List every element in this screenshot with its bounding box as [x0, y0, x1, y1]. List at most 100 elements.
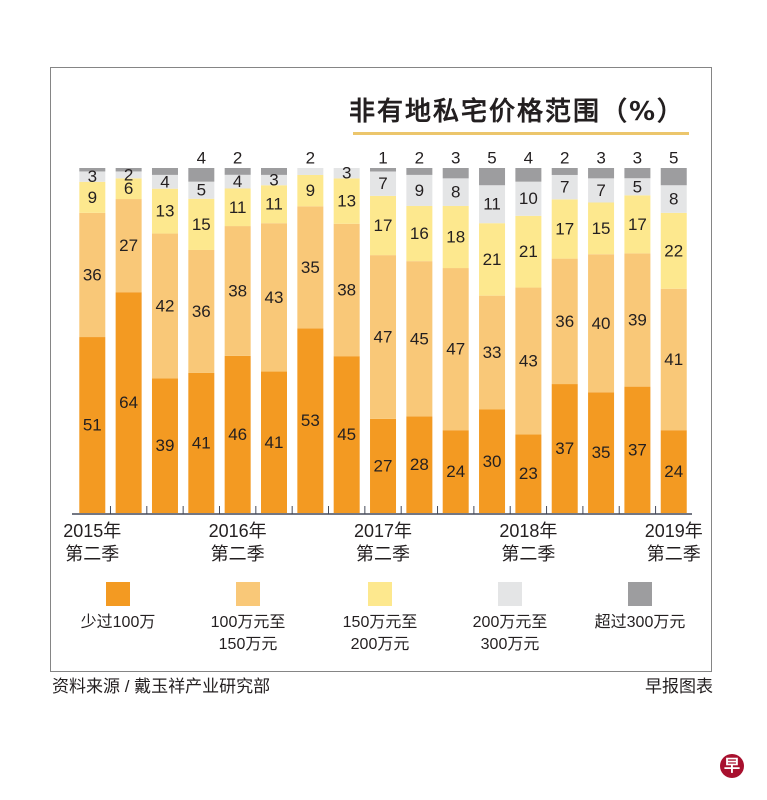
bar-value-label: 8 [451, 183, 460, 202]
bar-segment [79, 168, 106, 172]
bar-value-label: 17 [374, 216, 393, 235]
bar-segment [188, 198, 215, 250]
bar-value-label: 7 [596, 181, 605, 200]
bar-value-label: 42 [156, 297, 175, 316]
bar-segment [588, 392, 615, 513]
x-tick-label: 2015年 第二季 [47, 520, 137, 566]
bar-segment [115, 292, 142, 513]
bar-value-label: 3 [342, 164, 351, 183]
bar-value-label: 3 [451, 149, 460, 168]
bar-value-label: 41 [192, 433, 211, 452]
bar-value-label: 2 [233, 149, 242, 168]
x-tick-quarter: 第二季 [210, 544, 265, 564]
x-tick-year: 2016年 [208, 521, 267, 541]
bar-segment [151, 168, 178, 175]
zaobao-logo-icon: 早 [720, 754, 744, 778]
bar-segment [515, 215, 542, 288]
bar-segment [297, 206, 324, 329]
bar-segment [333, 168, 360, 179]
bar-segment [115, 168, 142, 172]
bar-value-label: 35 [301, 258, 320, 277]
bar-segment [624, 253, 651, 387]
bar-value-label: 28 [410, 455, 429, 474]
x-tick-quarter: 第二季 [646, 544, 701, 564]
bar-segment [660, 212, 687, 289]
bar-value-label: 3 [633, 149, 642, 168]
bar-value-label: 37 [628, 440, 647, 459]
bar-segment [297, 328, 324, 513]
bar-segment [624, 178, 651, 196]
bar-segment [261, 371, 287, 513]
legend-label-line: 少过100万 [80, 614, 156, 631]
bar-segment [479, 409, 506, 513]
bar-value-label: 5 [633, 177, 642, 196]
legend-item-over-3m: 超过300万元 [575, 582, 705, 634]
x-axis [72, 506, 692, 515]
bar-value-label: 17 [555, 219, 574, 238]
bar-segment [188, 249, 215, 373]
bar-value-label: 21 [519, 242, 538, 261]
bar-value-label: 36 [83, 265, 102, 284]
bar-value-label: 46 [228, 425, 247, 444]
bar-segment [442, 178, 469, 206]
x-tick-label: 2016年 第二季 [193, 520, 283, 566]
legend-label-line: 150万元 [218, 636, 278, 653]
bar-value-label: 2 [560, 149, 569, 168]
bar-value-label: 15 [192, 215, 211, 234]
bar-value-label: 38 [337, 280, 356, 299]
chart-title: 非有地私宅价格范围（%） [348, 97, 685, 127]
bar-value-label: 8 [669, 190, 678, 209]
bar-segment [370, 418, 397, 513]
bar-segment [224, 188, 251, 227]
bar-segment [188, 168, 215, 182]
legend-label-line: 200万元 [350, 636, 410, 653]
bar-segment [224, 355, 251, 513]
bar-value-label: 4 [197, 149, 206, 168]
bar-value-label: 10 [519, 189, 538, 208]
legend-label-line: 200万元至 [472, 614, 548, 631]
bar-segment [115, 171, 142, 179]
bar-segment [333, 356, 360, 513]
bar-value-label: 13 [337, 192, 356, 211]
bar-segment [660, 185, 687, 213]
bar-segment [515, 181, 542, 216]
bar-segment [151, 233, 178, 379]
bar-value-label: 11 [229, 198, 247, 217]
bar-segment [224, 174, 251, 189]
bar-value-label: 15 [592, 219, 611, 238]
bar-segment [115, 178, 142, 200]
bar-segment [515, 168, 542, 182]
bar-segment [188, 181, 215, 199]
bar-segment [624, 168, 651, 179]
x-tick-quarter: 第二季 [356, 544, 411, 564]
legend-swatch [628, 582, 652, 606]
bar-segment [115, 199, 142, 293]
legend-item-1-5m-2m: 150万元至 200万元 [315, 582, 445, 656]
bar-value-label: 3 [596, 149, 605, 168]
bar-value-label: 4 [233, 172, 242, 191]
bar-value-label: 16 [410, 224, 429, 243]
legend-swatch [236, 582, 260, 606]
bar-value-label: 27 [119, 236, 138, 255]
bar-value-label: 6 [124, 179, 133, 198]
bar-segment [224, 226, 251, 356]
bars-layer [79, 168, 687, 513]
bar-segment [370, 195, 397, 256]
bar-segment [370, 171, 397, 196]
bar-value-label: 11 [483, 195, 501, 214]
legend-item-under-1m: 少过100万 [53, 582, 183, 634]
bar-value-label: 4 [160, 172, 169, 191]
bar-segment [79, 337, 106, 513]
legend-item-2m-3m: 200万元至 300万元 [445, 582, 575, 656]
x-tick-year: 2015年 [63, 521, 122, 541]
bar-value-label: 2 [124, 165, 133, 184]
bar-segment [79, 212, 106, 338]
bar-segment [515, 434, 542, 513]
bar-value-label: 41 [664, 350, 683, 369]
x-tick-label: 2017年 第二季 [338, 520, 428, 566]
bar-segment [442, 168, 469, 179]
bar-segment [551, 384, 578, 513]
bar-segment [442, 205, 469, 269]
legend-label-line: 超过300万元 [594, 614, 686, 631]
bar-value-label: 43 [519, 351, 538, 370]
